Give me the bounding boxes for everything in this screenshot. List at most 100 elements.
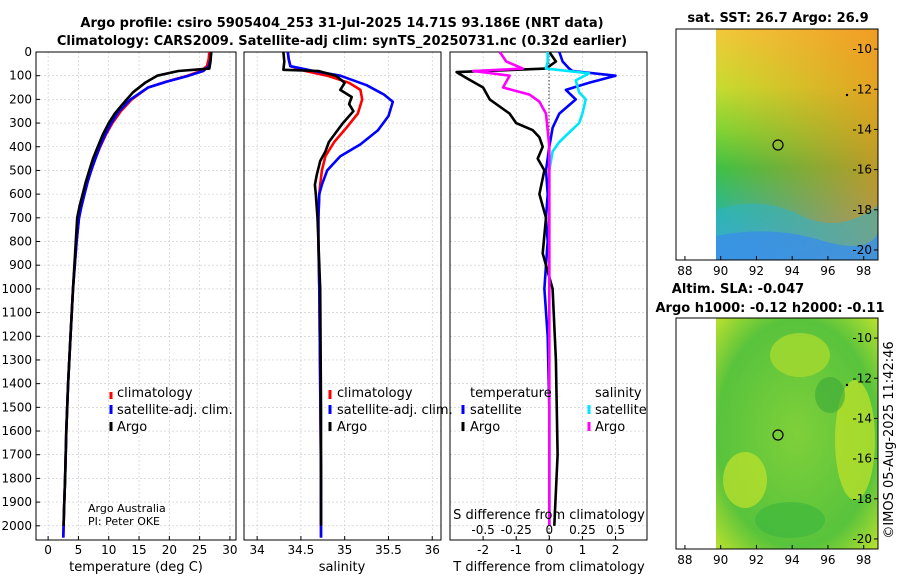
sst-map-title: sat. SST: 26.7 Argo: 26.9 bbox=[687, 11, 868, 26]
y-tick-label: 700 bbox=[9, 211, 32, 225]
map-y-tick-label: -10 bbox=[852, 331, 872, 345]
y-tick-label: 200 bbox=[9, 92, 32, 106]
sla-patch bbox=[815, 377, 845, 413]
y-tick-label: 500 bbox=[9, 163, 32, 177]
y-tick-label: 400 bbox=[9, 140, 32, 154]
sla-patch bbox=[770, 333, 830, 377]
map-x-tick-label: 94 bbox=[785, 264, 800, 278]
s-tick-label: 0 bbox=[546, 523, 554, 537]
y-tick-label: 1300 bbox=[1, 353, 32, 367]
map-x-tick-label: 92 bbox=[749, 264, 764, 278]
series-satellite-adj-clim-line bbox=[62, 51, 213, 538]
salinity-panel: 34 34.5 35 35.5 36 salinity climatology sate… bbox=[243, 51, 453, 575]
legend-header-salinity: salinity bbox=[595, 386, 642, 401]
salinity-legend: climatology satellite-adj. clim. Argo bbox=[328, 386, 453, 435]
map-y-tick-label: -18 bbox=[852, 203, 872, 217]
series-salinity-argo-line bbox=[471, 51, 551, 526]
argo-float-marker bbox=[772, 429, 784, 441]
map-x-tick-label: 94 bbox=[785, 553, 800, 567]
imos-watermark: ©IMOS 05-Aug-2025 11:42:46 bbox=[882, 341, 897, 538]
pi-annotation: PI: Peter OKE bbox=[88, 515, 160, 528]
map-x-tick-label: 96 bbox=[820, 264, 835, 278]
map-y-tick-label: -20 bbox=[852, 532, 872, 546]
legend-label-t-argo: Argo bbox=[470, 420, 500, 435]
s-tick-label: -0.25 bbox=[501, 523, 532, 537]
sla-map-frame bbox=[675, 317, 879, 550]
s-tick-label: -0.5 bbox=[471, 523, 494, 537]
map-x-tick-label: 88 bbox=[677, 264, 692, 278]
y-tick-label: 1600 bbox=[1, 424, 32, 438]
x-tick-label: 35 bbox=[337, 543, 352, 557]
legend-label-s-satellite: satellite bbox=[595, 403, 647, 418]
map-y-tick-label: -14 bbox=[852, 411, 872, 425]
legend-label-argo: Argo bbox=[117, 420, 147, 435]
difference-panel: -2 -1 0 1 2 S difference from climatology -0… bbox=[449, 51, 648, 575]
temperature-panel: 0100200300400500600700800900100011001200… bbox=[1, 45, 237, 575]
x-tick-label: 34 bbox=[249, 543, 264, 557]
y-tick-label: 1900 bbox=[1, 495, 32, 509]
y-tick-label: 2000 bbox=[1, 519, 32, 533]
x-tick-label: 35.5 bbox=[375, 543, 402, 557]
x-tick-label: 5 bbox=[75, 543, 83, 557]
legend-label-satellite-adj: satellite-adj. clim. bbox=[117, 403, 233, 418]
x-tick-label: 1 bbox=[579, 543, 587, 557]
salinity-plot-frame bbox=[243, 51, 442, 541]
x-tick-label: 10 bbox=[101, 543, 116, 557]
difference-legend: temperature salinity satellite Argo sate… bbox=[461, 386, 647, 435]
y-tick-label: 300 bbox=[9, 116, 32, 130]
x-tick-label: -2 bbox=[477, 543, 489, 557]
map-y-tick-label: -16 bbox=[852, 452, 872, 466]
map-y-tick-label: -14 bbox=[852, 122, 872, 136]
figure-title-line1: Argo profile: csiro 5905404_253 31-Jul-2… bbox=[80, 16, 603, 31]
series-climatology-line bbox=[286, 51, 364, 538]
map-x-tick-label: 98 bbox=[856, 264, 871, 278]
temperature-x-label: temperature (deg C) bbox=[69, 560, 203, 575]
x-tick-label: 0 bbox=[546, 543, 554, 557]
sla-patch bbox=[723, 452, 767, 508]
y-tick-label: 600 bbox=[9, 187, 32, 201]
x-tick-label: 2 bbox=[612, 543, 620, 557]
t-difference-x-label: T difference from climatology bbox=[452, 560, 645, 575]
s-tick-label: 0.5 bbox=[606, 523, 625, 537]
legend-label-s-argo: Argo bbox=[595, 420, 625, 435]
x-tick-label: 15 bbox=[131, 543, 146, 557]
y-tick-label: 0 bbox=[24, 45, 32, 59]
x-tick-label: 0 bbox=[44, 543, 52, 557]
sla-map: Altim. SLA: -0.047 Argo h1000: -0.12 h20… bbox=[655, 282, 884, 567]
map-x-tick-label: 90 bbox=[713, 264, 728, 278]
temperature-plot-frame bbox=[35, 51, 237, 541]
sla-map-title: Altim. SLA: -0.047 bbox=[672, 282, 804, 297]
map-y-tick-label: -16 bbox=[852, 163, 872, 177]
y-tick-label: 1200 bbox=[1, 329, 32, 343]
map-y-tick-label: -12 bbox=[852, 82, 872, 96]
x-tick-label: 36 bbox=[425, 543, 440, 557]
legend-label-satellite-adj: satellite-adj. clim. bbox=[337, 403, 453, 418]
salinity-x-label: salinity bbox=[319, 560, 366, 575]
y-tick-label: 1100 bbox=[1, 306, 32, 320]
s-tick-label: 0.25 bbox=[569, 523, 596, 537]
legend-label-climatology: climatology bbox=[117, 386, 193, 401]
argo-australia-annotation: Argo Australia bbox=[88, 502, 166, 515]
y-tick-label: 100 bbox=[9, 69, 32, 83]
legend-header-temperature: temperature bbox=[470, 386, 552, 401]
x-tick-label: 25 bbox=[192, 543, 207, 557]
map-x-tick-label: 96 bbox=[820, 553, 835, 567]
y-tick-label: 800 bbox=[9, 235, 32, 249]
y-tick-label: 1500 bbox=[1, 400, 32, 414]
map-y-tick-label: -20 bbox=[852, 243, 872, 257]
map-x-tick-label: 90 bbox=[713, 553, 728, 567]
s-difference-label: S difference from climatology bbox=[453, 508, 645, 523]
sst-map: sat. SST: 26.7 Argo: 26.9 88 90 92 94 96 98 -… bbox=[675, 11, 879, 278]
map-x-tick-label: 98 bbox=[856, 553, 871, 567]
x-tick-label: 30 bbox=[222, 543, 237, 557]
map-x-tick-label: 88 bbox=[677, 553, 692, 567]
map-dot bbox=[845, 383, 849, 387]
y-tick-label: 1700 bbox=[1, 448, 32, 462]
y-tick-label: 900 bbox=[9, 258, 32, 272]
map-y-tick-label: -10 bbox=[852, 42, 872, 56]
sla-patch bbox=[835, 380, 875, 500]
x-tick-label: 20 bbox=[162, 543, 177, 557]
sst-cold-band bbox=[716, 231, 878, 260]
sla-patch bbox=[755, 502, 825, 538]
